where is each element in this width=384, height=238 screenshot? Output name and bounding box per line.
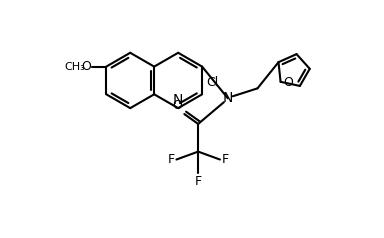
- Text: CH₃: CH₃: [65, 62, 86, 72]
- Text: F: F: [222, 153, 229, 166]
- Text: O: O: [172, 99, 182, 112]
- Text: O: O: [81, 60, 91, 73]
- Text: O: O: [283, 76, 293, 89]
- Text: Cl: Cl: [206, 76, 218, 89]
- Text: N: N: [173, 93, 183, 107]
- Text: N: N: [223, 91, 233, 105]
- Text: F: F: [167, 153, 174, 166]
- Text: F: F: [195, 175, 202, 188]
